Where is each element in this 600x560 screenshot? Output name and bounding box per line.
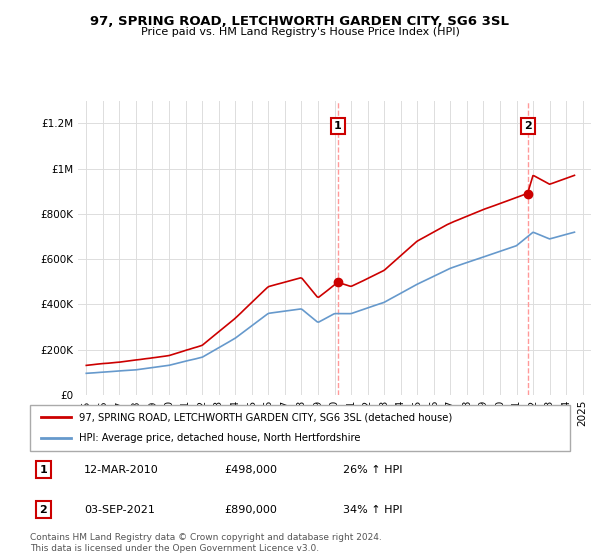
- FancyBboxPatch shape: [30, 405, 570, 451]
- Text: 97, SPRING ROAD, LETCHWORTH GARDEN CITY, SG6 3SL (detached house): 97, SPRING ROAD, LETCHWORTH GARDEN CITY,…: [79, 412, 452, 422]
- Text: £890,000: £890,000: [224, 505, 277, 515]
- Text: £498,000: £498,000: [224, 465, 277, 475]
- Text: 26% ↑ HPI: 26% ↑ HPI: [343, 465, 403, 475]
- Text: 1: 1: [40, 465, 47, 475]
- Text: HPI: Average price, detached house, North Hertfordshire: HPI: Average price, detached house, Nort…: [79, 433, 360, 444]
- Text: 34% ↑ HPI: 34% ↑ HPI: [343, 505, 403, 515]
- Text: 12-MAR-2010: 12-MAR-2010: [84, 465, 159, 475]
- Text: 2: 2: [40, 505, 47, 515]
- Text: Price paid vs. HM Land Registry's House Price Index (HPI): Price paid vs. HM Land Registry's House …: [140, 27, 460, 37]
- Text: 97, SPRING ROAD, LETCHWORTH GARDEN CITY, SG6 3SL: 97, SPRING ROAD, LETCHWORTH GARDEN CITY,…: [91, 15, 509, 28]
- Text: 03-SEP-2021: 03-SEP-2021: [84, 505, 155, 515]
- Text: Contains HM Land Registry data © Crown copyright and database right 2024.
This d: Contains HM Land Registry data © Crown c…: [30, 533, 382, 553]
- Text: 1: 1: [334, 121, 341, 131]
- Text: 2: 2: [524, 121, 532, 131]
